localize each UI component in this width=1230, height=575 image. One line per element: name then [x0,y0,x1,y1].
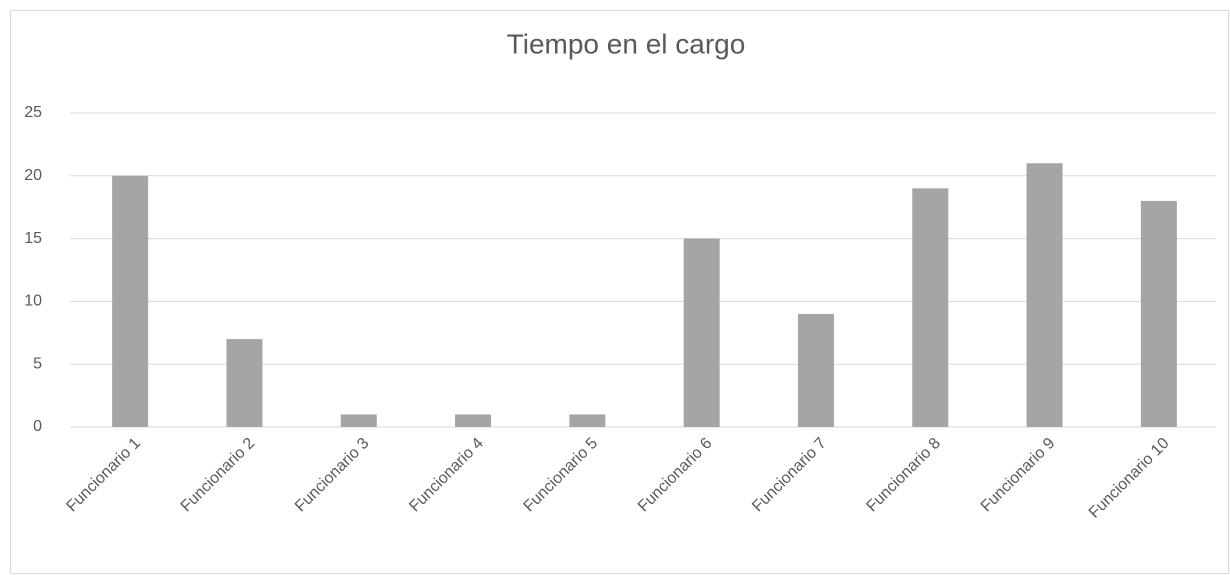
chart-title: Tiempo en el cargo [507,28,746,59]
bar [455,414,492,427]
bar [569,414,606,427]
bar [340,414,377,427]
y-tick-label: 25 [24,104,42,121]
bar [112,175,149,427]
bar [1026,163,1063,428]
chart-frame [10,10,1229,574]
bar [1140,200,1177,427]
bar [797,313,834,427]
bar [226,339,263,427]
y-tick-label: 5 [33,355,42,372]
y-tick-label: 10 [24,293,42,310]
bar [683,238,720,427]
y-tick-label: 20 [24,167,42,184]
y-tick-label: 15 [24,230,42,247]
bar [912,188,949,427]
y-tick-label: 0 [33,418,42,435]
